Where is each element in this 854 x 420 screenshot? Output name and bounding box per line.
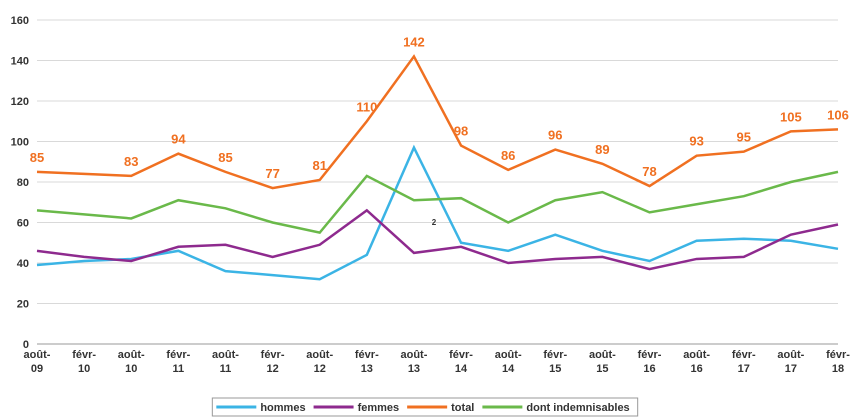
x-tick-label: août-14 <box>495 349 522 375</box>
legend-label: hommes <box>260 402 305 414</box>
x-tick-label: févr-13 <box>355 349 379 375</box>
data-label: 96 <box>548 128 562 143</box>
legend-item: hommes <box>216 402 306 414</box>
data-label: 106 <box>827 107 849 122</box>
data-label: 98 <box>454 124 468 139</box>
x-tick-label: févr-17 <box>732 349 756 375</box>
x-tick-label: févr-18 <box>826 349 850 375</box>
data-label: 93 <box>689 134 703 149</box>
x-tick-label: août-13 <box>400 349 427 375</box>
x-tick-label: févr-15 <box>543 349 567 375</box>
legend-item: femmes <box>313 402 400 414</box>
legend-label: total <box>451 402 474 414</box>
x-tick-label: févr-12 <box>261 349 285 375</box>
legend: hommes femmes total dont indemnisables <box>211 397 639 417</box>
y-tick-label: 160 <box>11 15 29 27</box>
y-tick-label: 40 <box>17 258 29 270</box>
legend-item: dont indemnisables <box>482 402 630 414</box>
data-label: 94 <box>171 132 186 147</box>
annotation: 2 <box>432 218 437 227</box>
data-label: 142 <box>403 34 425 49</box>
x-tick-label: août-10 <box>118 349 145 375</box>
x-tick-label: févr-14 <box>449 349 473 375</box>
y-tick-label: 140 <box>11 56 29 68</box>
y-tick-label: 20 <box>17 299 29 311</box>
x-tick-label: août-12 <box>306 349 333 375</box>
series-line <box>36 208 839 271</box>
data-label: 85 <box>218 150 232 165</box>
data-label: 85 <box>30 150 44 165</box>
data-label: 77 <box>265 166 279 181</box>
data-label: 78 <box>642 164 656 179</box>
y-tick-label: 120 <box>11 96 29 108</box>
data-label: 105 <box>780 109 802 124</box>
series-line <box>36 170 839 235</box>
legend-label: femmes <box>358 402 400 414</box>
series-line <box>36 54 839 190</box>
x-tick-label: août-11 <box>212 349 239 375</box>
x-tick-label: févr-16 <box>638 349 662 375</box>
series-line <box>36 144 839 281</box>
legend-item: total <box>407 402 474 414</box>
x-tick-label: août-15 <box>589 349 616 375</box>
x-tick-label: août-17 <box>777 349 804 375</box>
x-tick-label: févr-10 <box>72 349 96 375</box>
x-tick-label: févr-11 <box>166 349 190 375</box>
data-label: 95 <box>737 130 751 145</box>
data-label: 81 <box>312 158 326 173</box>
data-label: 89 <box>595 142 609 157</box>
data-label: 83 <box>124 154 138 169</box>
data-label: 110 <box>356 99 377 114</box>
data-label: 86 <box>501 148 515 163</box>
x-tick-label: août-09 <box>24 349 51 375</box>
legend-label: dont indemnisables <box>526 402 629 414</box>
y-tick-label: 80 <box>17 177 29 189</box>
y-tick-label: 60 <box>17 218 29 230</box>
y-tick-label: 0 <box>23 339 29 351</box>
x-tick-label: août-16 <box>683 349 710 375</box>
y-tick-label: 100 <box>11 137 29 149</box>
